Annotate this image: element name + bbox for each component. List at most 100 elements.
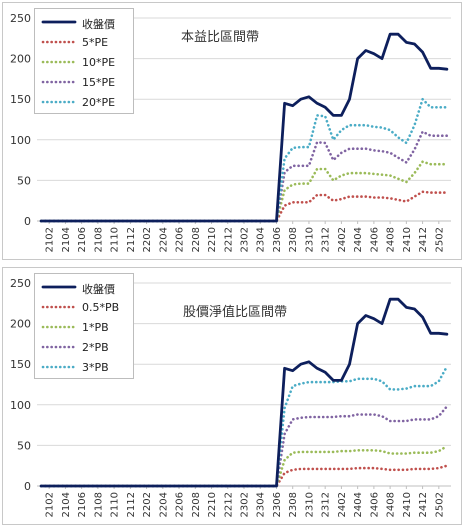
x-tick-label: 2412	[418, 227, 429, 252]
series-line	[39, 97, 449, 223]
x-tick-label: 2312	[321, 492, 332, 517]
legend-label: 15*PE	[82, 76, 116, 89]
y-tick-label: 200	[10, 53, 31, 66]
x-tick-label: 2408	[386, 492, 397, 517]
x-tick-label: 2310	[304, 227, 315, 252]
legend-label: 2*PB	[82, 341, 109, 354]
legend-label: 收盤價	[82, 18, 115, 31]
x-tick-label: 2406	[369, 227, 380, 252]
x-tick-label: 2402	[337, 227, 348, 252]
x-tick-label: 2106	[77, 227, 88, 252]
y-tick-label: 50	[17, 439, 31, 452]
x-tick-label: 2408	[386, 227, 397, 252]
x-tick-label: 2308	[288, 227, 299, 252]
x-tick-label: 2104	[61, 227, 72, 252]
x-tick-label: 2202	[142, 492, 153, 517]
series-line	[39, 297, 449, 488]
y-tick-label: 0	[24, 215, 31, 228]
x-tick-label: 2308	[288, 492, 299, 517]
legend-item: 5*PE	[41, 33, 133, 53]
series-line	[39, 32, 449, 223]
legend-swatch	[41, 60, 77, 64]
x-tick-label: 2208	[191, 227, 202, 252]
y-tick-label: 100	[10, 399, 31, 412]
pb-band-chart-plot: 0 50 100 150 200 250 2102 2104 2106 2108 2110 2112 2…	[10, 277, 451, 517]
y-tick-label: 250	[10, 12, 31, 25]
x-tick-label: 2412	[418, 492, 429, 517]
legend-item: 20*PE	[41, 93, 133, 113]
x-tick-label: 2204	[158, 492, 169, 517]
y-tick-label: 150	[10, 358, 31, 371]
legend-label: 10*PE	[82, 56, 116, 69]
chart-legend: 收盤價 0.5*PB 1*PB 2*PB 3*PB	[34, 273, 134, 379]
x-tick-label: 2410	[402, 227, 413, 252]
y-tick-label: 50	[17, 174, 31, 187]
legend-label: 5*PE	[82, 36, 109, 49]
legend-swatch	[41, 305, 77, 309]
legend-swatch	[41, 20, 77, 24]
series-line	[39, 160, 449, 223]
legend-item: 1*PB	[41, 318, 133, 338]
x-tick-label: 2304	[256, 227, 267, 252]
chart-title: 本益比區間帶	[181, 30, 260, 45]
series-line	[39, 405, 449, 488]
x-tick-label: 2110	[110, 492, 121, 517]
legend-item: 15*PE	[41, 73, 133, 93]
legend-label: 3*PB	[82, 361, 109, 374]
legend-label: 20*PE	[82, 96, 116, 109]
series-line	[39, 464, 449, 488]
y-tick-label: 0	[24, 480, 31, 493]
legend-item: 收盤價	[41, 278, 133, 298]
pb-band-chart: 0 50 100 150 200 250 2102 2104 2106 2108 2110 2112 2…	[2, 267, 462, 525]
chart-title: 股價淨值比區間帶	[183, 305, 288, 320]
x-tick-label: 2202	[142, 227, 153, 252]
x-tick-label: 2306	[272, 492, 283, 517]
legend-swatch	[41, 325, 77, 329]
pe-band-chart-plot: 0 50 100 150 200 250 2102 2104 2106 2108 2110 2112 2…	[10, 12, 451, 252]
legend-label: 0.5*PB	[82, 301, 120, 314]
legend-swatch	[41, 100, 77, 104]
x-tick-label: 2102	[45, 492, 56, 517]
legend-swatch	[41, 285, 77, 289]
x-tick-label: 2502	[434, 492, 445, 517]
x-tick-label: 2102	[45, 227, 56, 252]
x-tick-label: 2204	[158, 227, 169, 252]
x-tick-label: 2106	[77, 492, 88, 517]
x-tick-label: 2502	[434, 227, 445, 252]
y-tick-label: 200	[10, 318, 31, 331]
x-tick-label: 2108	[93, 227, 104, 252]
legend-item: 3*PB	[41, 358, 133, 378]
x-tick-label: 2112	[126, 227, 137, 252]
legend-item: 0.5*PB	[41, 298, 133, 318]
x-tick-label: 2404	[353, 492, 364, 517]
pe-band-chart: 0 50 100 150 200 250 2102 2104 2106 2108 2110 2112 2…	[2, 2, 462, 260]
chart-legend: 收盤價 5*PE 10*PE 15*PE 20*PE	[34, 8, 134, 114]
x-tick-label: 2104	[61, 492, 72, 517]
x-tick-label: 2210	[207, 492, 218, 517]
legend-item: 10*PE	[41, 53, 133, 73]
series-line	[39, 444, 449, 488]
x-tick-label: 2206	[175, 492, 186, 517]
x-tick-label: 2206	[175, 227, 186, 252]
x-tick-label: 2404	[353, 227, 364, 252]
x-tick-label: 2406	[369, 492, 380, 517]
x-tick-label: 2410	[402, 492, 413, 517]
legend-item: 收盤價	[41, 13, 133, 33]
legend-swatch	[41, 345, 77, 349]
y-tick-label: 100	[10, 134, 31, 147]
legend-item: 2*PB	[41, 338, 133, 358]
y-tick-label: 150	[10, 93, 31, 106]
legend-label: 收盤價	[82, 283, 115, 296]
x-tick-label: 2210	[207, 227, 218, 252]
x-tick-label: 2402	[337, 492, 348, 517]
y-tick-label: 250	[10, 277, 31, 290]
x-tick-label: 2108	[93, 492, 104, 517]
legend-swatch	[41, 80, 77, 84]
x-tick-label: 2306	[272, 227, 283, 252]
legend-label: 1*PB	[82, 321, 109, 334]
x-tick-label: 2110	[110, 227, 121, 252]
x-tick-label: 2212	[223, 227, 234, 252]
x-tick-label: 2302	[240, 227, 251, 252]
x-tick-label: 2302	[240, 492, 251, 517]
legend-swatch	[41, 365, 77, 369]
